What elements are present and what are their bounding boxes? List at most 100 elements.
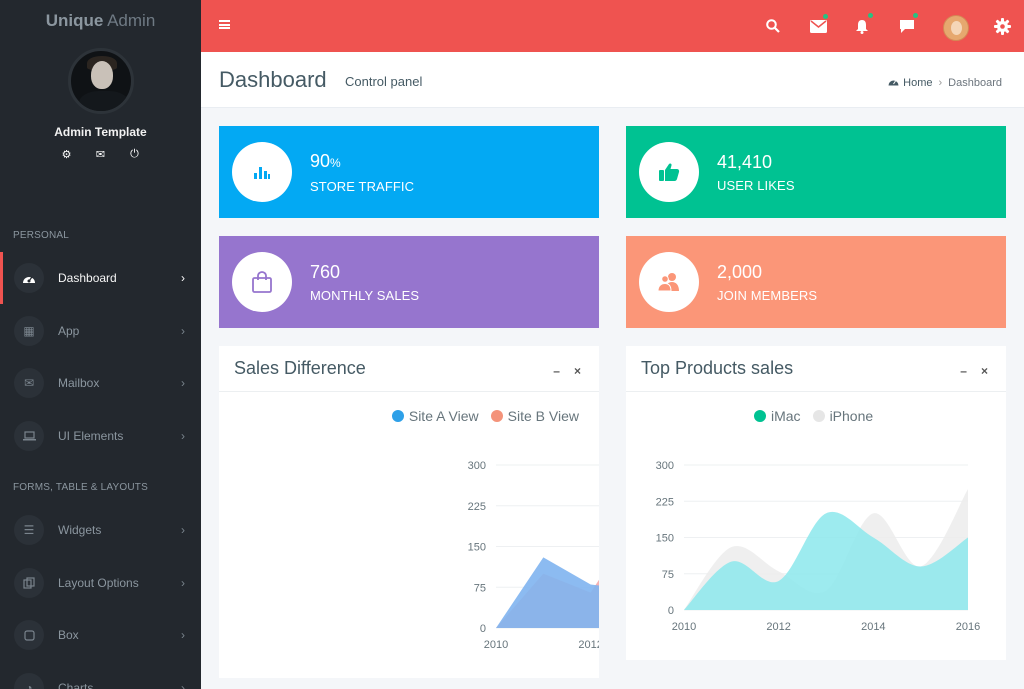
stat-value: 2,000 xyxy=(717,261,763,282)
chevron-right-icon: › xyxy=(181,271,185,285)
legend-item[interactable]: Site A View xyxy=(391,408,479,424)
y-tick-label: 225 xyxy=(656,496,674,508)
stat-value: 760 xyxy=(310,261,341,282)
stat-store-traffic[interactable]: 90% STORE TRAFFIC xyxy=(219,126,599,218)
close-icon[interactable]: × xyxy=(573,364,581,378)
gear-icon[interactable]: ⚙ xyxy=(61,149,72,161)
sidebar-item-dashboard[interactable]: Dashboard › xyxy=(0,252,201,304)
card-title: Top Products sales xyxy=(641,358,794,378)
series-area-site-a-view xyxy=(496,557,599,628)
y-tick-label: 300 xyxy=(656,460,674,472)
card-title: Sales Difference xyxy=(234,358,366,378)
breadcrumb: Home › Dashboard xyxy=(888,77,1002,89)
y-tick-label: 0 xyxy=(668,605,674,617)
notification-dot xyxy=(913,13,918,18)
square-icon xyxy=(14,620,44,650)
y-tick-label: 75 xyxy=(474,582,486,594)
top-products-card: Top Products sales – × iMac iPhone 0 75 15… xyxy=(626,346,1006,660)
stat-unit: % xyxy=(330,155,341,170)
power-icon[interactable]: ⏻ xyxy=(130,148,139,160)
sidebar-item-layout-options[interactable]: Layout Options › xyxy=(0,557,201,609)
sidebar-item-charts[interactable]: ◔ Charts › xyxy=(0,662,201,689)
list-icon: ☰ xyxy=(14,515,44,545)
bell-icon[interactable] xyxy=(853,17,871,35)
nav-header-personal: PERSONAL xyxy=(13,230,70,241)
gear-icon[interactable] xyxy=(993,17,1011,35)
sidebar: Unique Admin Admin Template ⚙ ✉ ⏻ PERSON… xyxy=(0,0,201,689)
stat-user-likes[interactable]: 41,410 USER LIKES xyxy=(626,126,1006,218)
chevron-right-icon: › xyxy=(181,429,185,443)
stat-label: STORE TRAFFIC xyxy=(310,178,415,194)
y-tick-label: 75 xyxy=(662,569,674,581)
stat-label: JOIN MEMBERS xyxy=(717,287,818,303)
x-tick-label: 2010 xyxy=(672,621,696,633)
user-name: Admin Template xyxy=(54,125,147,139)
stat-join-members[interactable]: 2,000 JOIN MEMBERS xyxy=(626,236,1006,328)
x-tick-label: 2016 xyxy=(956,621,980,633)
avatar[interactable] xyxy=(67,48,134,114)
menu-toggle-icon[interactable] xyxy=(219,20,230,29)
user-avatar[interactable] xyxy=(943,15,969,41)
stat-value: 41,410 xyxy=(717,151,773,172)
page-subtitle: Control panel xyxy=(345,74,423,89)
chevron-right-icon: › xyxy=(181,523,185,537)
x-tick-label: 2012 xyxy=(766,621,790,633)
legend-item[interactable]: iPhone xyxy=(812,408,873,424)
breadcrumb-home[interactable]: Home xyxy=(903,77,933,89)
minimize-icon[interactable]: – xyxy=(960,364,967,378)
stat-monthly-sales[interactable]: 760 MONTHLY SALES xyxy=(219,236,599,328)
sidebar-item-app[interactable]: ▦ App › xyxy=(0,305,201,357)
mail-icon: ✉ xyxy=(14,368,44,398)
mail-icon[interactable]: ✉ xyxy=(95,149,106,161)
copy-icon xyxy=(14,568,44,598)
y-tick-label: 150 xyxy=(656,533,674,545)
sidebar-item-mailbox[interactable]: ✉ Mailbox › xyxy=(0,357,201,409)
nav-header-forms: FORMS, TABLE & LAYOUTS xyxy=(13,482,148,493)
search-icon[interactable] xyxy=(764,17,782,35)
laptop-icon xyxy=(14,421,44,451)
sidebar-item-box[interactable]: Box › xyxy=(0,609,201,661)
page-title: Dashboard xyxy=(219,67,327,92)
y-tick-label: 225 xyxy=(468,501,486,513)
breadcrumb-separator: › xyxy=(938,77,943,89)
grid-icon: ▦ xyxy=(14,316,44,346)
x-tick-label: 2014 xyxy=(861,621,885,633)
pie-icon: ◔ xyxy=(14,673,44,689)
sales-difference-card: Sales Difference – × Site A View Site B … xyxy=(219,346,599,678)
sidebar-item-widgets[interactable]: ☰ Widgets › xyxy=(0,504,201,556)
legend-item[interactable]: Site B View xyxy=(490,408,579,424)
x-tick-label: 2010 xyxy=(484,639,508,651)
chat-icon[interactable] xyxy=(898,17,916,35)
stat-label: USER LIKES xyxy=(717,177,795,193)
users-icon xyxy=(639,252,699,312)
close-icon[interactable]: × xyxy=(980,364,988,378)
sidebar-item-ui-elements[interactable]: UI Elements › xyxy=(0,410,201,462)
envelope-icon[interactable] xyxy=(809,17,827,35)
chevron-right-icon: › xyxy=(181,376,185,390)
y-tick-label: 300 xyxy=(468,460,486,472)
dashboard-icon xyxy=(14,263,44,293)
thumbs-up-icon xyxy=(639,142,699,202)
x-tick-label: 2012 xyxy=(578,639,599,651)
shopping-bag-icon xyxy=(232,252,292,312)
brand-logo[interactable]: Unique Admin xyxy=(45,11,156,30)
bar-chart-icon xyxy=(232,142,292,202)
stat-label: MONTHLY SALES xyxy=(310,287,420,303)
dashboard-icon xyxy=(888,77,899,89)
y-tick-label: 150 xyxy=(468,542,486,554)
series-area-imac xyxy=(684,511,968,610)
notification-dot xyxy=(868,13,873,18)
y-tick-label: 0 xyxy=(480,623,486,635)
chevron-right-icon: › xyxy=(181,628,185,642)
legend-item[interactable]: iMac xyxy=(754,408,801,424)
chevron-right-icon: › xyxy=(181,324,185,338)
chevron-right-icon: › xyxy=(181,681,185,689)
stat-value: 90 xyxy=(310,150,331,171)
chevron-right-icon: › xyxy=(181,576,185,590)
minimize-icon[interactable]: – xyxy=(553,364,560,378)
content-header: Dashboard Control panel Home › Dashboard xyxy=(201,52,1024,108)
chart-legend: Site A View Site B View xyxy=(391,408,579,424)
topbar xyxy=(201,0,1024,52)
notification-dot xyxy=(823,14,828,19)
